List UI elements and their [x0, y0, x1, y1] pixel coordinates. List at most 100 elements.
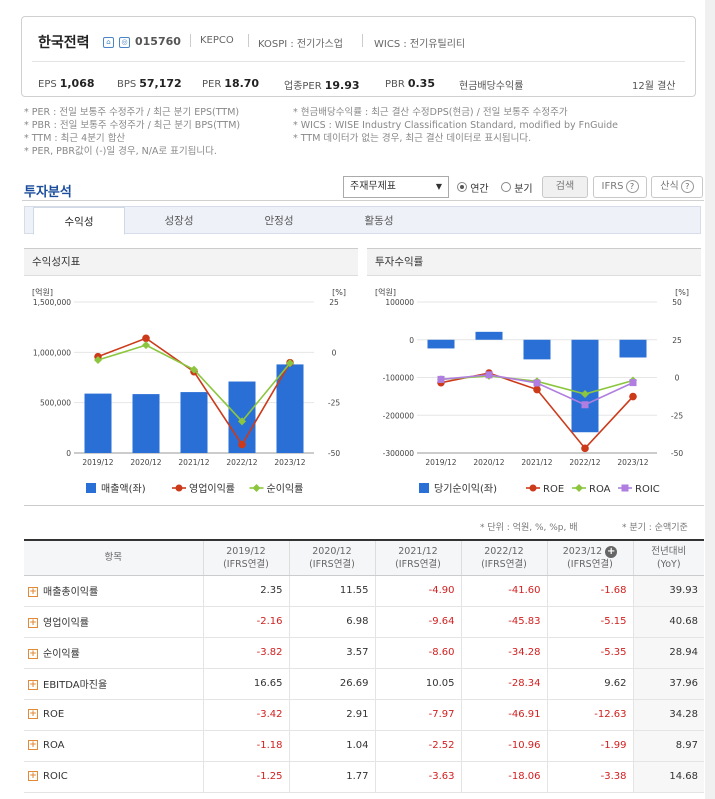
- table-cell: -2.52: [374, 730, 461, 762]
- y-tick-label: -200000: [383, 411, 415, 420]
- table-cell: -41.60: [460, 575, 547, 607]
- ir-icon[interactable]: ◎: [119, 37, 130, 48]
- table-row[interactable]: + ROIC -1.25 1.77 -3.63 -18.06 -3.38 14.68: [24, 761, 704, 793]
- header-year: 2019/12 (IFRS연결): [202, 539, 289, 576]
- radio-quarter[interactable]: 분기: [501, 180, 533, 195]
- x-tick-label: 2022/12: [226, 458, 257, 467]
- table-cell: -5.15: [546, 606, 633, 638]
- help-icon: ?: [625, 180, 639, 193]
- table-row[interactable]: + 영업이익률 -2.16 6.98 -9.64 -45.83 -5.15 40.68: [24, 606, 704, 638]
- bar-2023/12: [619, 339, 647, 358]
- point-순이익률: [190, 365, 198, 374]
- legend-label: 매출액(좌): [101, 483, 146, 495]
- point-ROE: [629, 392, 637, 401]
- x-tick-label: 2020/12: [473, 458, 504, 467]
- table-row[interactable]: + ROE -3.42 2.91 -7.97 -46.91 -12.63 34.28: [24, 699, 704, 731]
- page-scrollbar[interactable]: [705, 0, 715, 799]
- row-label[interactable]: + EBITDA마진율: [24, 668, 203, 700]
- table-row[interactable]: + 순이익률 -3.82 3.57 -8.60 -34.28 -5.35 28.94: [24, 637, 704, 669]
- legend-label: ROIC: [635, 484, 660, 495]
- legend-label: ROA: [589, 484, 611, 495]
- x-tick-label: 2023/12: [617, 458, 648, 467]
- expand-plus-icon[interactable]: +: [28, 587, 38, 597]
- y2-tick-label: -50: [671, 449, 683, 458]
- panel-title-investment-return: 투자수익률: [367, 248, 701, 276]
- y2-tick-label: 25: [672, 336, 682, 345]
- expand-plus-icon[interactable]: +: [28, 618, 38, 628]
- table-row[interactable]: + 매출총이익률 2.35 11.55 -4.90 -41.60 -1.68 39.93: [24, 575, 704, 607]
- home-icon[interactable]: ⌂: [103, 37, 114, 48]
- expand-plus-icon[interactable]: +: [28, 771, 38, 781]
- y-tick-label: -300000: [383, 449, 415, 458]
- expand-plus-icon[interactable]: +: [28, 709, 38, 719]
- table-cell: -8.60: [374, 637, 461, 669]
- table-cell: 2.35: [202, 575, 289, 607]
- y-axis-label: [억원]: [32, 287, 53, 297]
- row-label[interactable]: + ROE: [24, 699, 203, 731]
- legend-label: 순이익률: [267, 483, 304, 495]
- bar-2022/12: [571, 339, 599, 433]
- settlement-month: 12월 결산: [632, 81, 676, 92]
- table-cell: -2.16: [202, 606, 289, 638]
- y2-tick-label: 50: [672, 298, 682, 307]
- quarter-basis-note: * 분기 : 순액기준: [622, 523, 688, 533]
- row-label[interactable]: + ROIC: [24, 761, 203, 793]
- row-label[interactable]: + 순이익률: [24, 637, 203, 669]
- table-cell: -4.90: [374, 575, 461, 607]
- notes-right: * 현금배당수익률 : 최근 결산 수정DPS(현금) / 전일 보통주 수정주…: [293, 107, 619, 144]
- table-cell: -10.96: [460, 730, 547, 762]
- company-header: 한국전력 ⌂ ◎ 015760 KEPCO KOSPI : 전기가스업 WICS…: [21, 16, 696, 97]
- point-ROIC: [581, 401, 589, 409]
- bar-2021/12: [180, 392, 208, 453]
- search-button[interactable]: 검색: [542, 176, 588, 198]
- row-label[interactable]: + 영업이익률: [24, 606, 203, 638]
- row-label[interactable]: + ROA: [24, 730, 203, 762]
- y2-tick-label: -25: [671, 411, 683, 420]
- point-ROIC: [533, 379, 541, 387]
- x-tick-label: 2020/12: [130, 458, 161, 467]
- header-year: 2023/12 + (IFRS연결): [546, 539, 633, 576]
- ifrs-help-button[interactable]: IFRS?: [593, 176, 647, 198]
- legend-marker: [621, 484, 629, 492]
- company-eng-name: KEPCO: [200, 35, 234, 46]
- help-icon: ?: [680, 180, 694, 193]
- table-cell: -9.64: [374, 606, 461, 638]
- section-title: 투자분석: [24, 185, 72, 200]
- tab-profitability[interactable]: 수익성: [33, 207, 125, 235]
- table-cell: 3.57: [288, 637, 375, 669]
- expand-plus-icon[interactable]: +: [28, 649, 38, 659]
- kpi-pbr: PBR 0.35: [385, 77, 435, 90]
- stock-code: 015760: [135, 35, 181, 48]
- x-tick-label: 2022/12: [569, 458, 600, 467]
- y-tick-label: -100000: [383, 374, 415, 383]
- radio-annual[interactable]: 연간: [457, 180, 489, 195]
- wics-sector: WICS : 전기유틸리티: [374, 39, 466, 50]
- table-cell-yoy: 39.93: [632, 575, 704, 607]
- y2-tick-label: 25: [329, 298, 339, 307]
- formula-help-button[interactable]: 산식?: [651, 176, 703, 198]
- tab-activity[interactable]: 활동성: [364, 215, 394, 227]
- table-row[interactable]: + ROA -1.18 1.04 -2.52 -10.96 -1.99 8.97: [24, 730, 704, 762]
- point-ROE: [533, 385, 541, 394]
- expand-plus-icon[interactable]: +: [28, 740, 38, 750]
- table-cell: 26.69: [288, 668, 375, 700]
- table-cell: 11.55: [288, 575, 375, 607]
- statement-select[interactable]: 주재무제표 ▼: [343, 176, 449, 198]
- chevron-down-icon: ▼: [435, 182, 442, 191]
- row-label[interactable]: + 매출총이익률: [24, 575, 203, 607]
- bar-2020/12: [475, 331, 503, 340]
- point-ROE: [581, 444, 589, 453]
- panel-title-profitability: 수익성지표: [24, 248, 358, 276]
- table-row[interactable]: + EBITDA마진율 16.65 26.69 10.05 -28.34 9.62 37.96: [24, 668, 704, 700]
- legend-label: ROE: [543, 484, 564, 495]
- expand-plus-icon[interactable]: +: [605, 545, 618, 558]
- tab-growth[interactable]: 성장성: [164, 215, 194, 227]
- tab-stability[interactable]: 안정성: [264, 215, 294, 227]
- profitability-table: 항목 2019/12 (IFRS연결) 2020/12 (IFRS연결) 2021/…: [24, 539, 704, 793]
- kpi-per: PER 18.70: [202, 77, 260, 90]
- expand-plus-icon[interactable]: +: [28, 680, 38, 690]
- kpi-eps: EPS 1,068: [38, 77, 95, 90]
- table-cell-yoy: 14.68: [632, 761, 704, 793]
- legend-marker: [252, 484, 261, 492]
- y2-axis-label: [%]: [332, 288, 346, 297]
